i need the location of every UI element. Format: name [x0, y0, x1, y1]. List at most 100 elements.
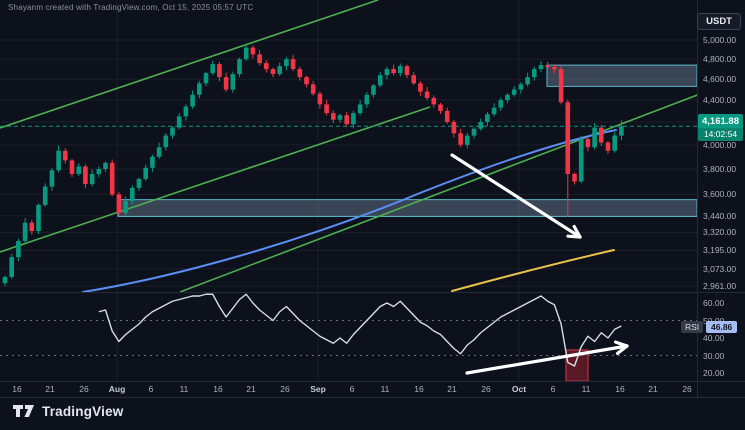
- candle[interactable]: [29, 222, 35, 232]
- candle[interactable]: [572, 173, 577, 182]
- candle[interactable]: [22, 222, 28, 242]
- candle[interactable]: [223, 77, 229, 90]
- candle[interactable]: [451, 121, 457, 134]
- candle[interactable]: [304, 77, 309, 85]
- rsi-divergence-arrow[interactable]: [465, 344, 629, 375]
- candle[interactable]: [230, 74, 236, 90]
- candle[interactable]: [532, 69, 537, 78]
- candle[interactable]: [471, 128, 477, 136]
- candle[interactable]: [592, 127, 597, 148]
- candle[interactable]: [96, 168, 102, 174]
- candle[interactable]: [250, 47, 256, 55]
- candle[interactable]: [36, 204, 41, 232]
- quote-currency-badge[interactable]: USDT: [697, 13, 741, 30]
- candle[interactable]: [599, 127, 604, 143]
- candle[interactable]: [16, 241, 21, 258]
- candle[interactable]: [545, 65, 550, 68]
- candle[interactable]: [324, 104, 329, 114]
- candle[interactable]: [284, 59, 289, 67]
- candle[interactable]: [438, 104, 443, 111]
- rsi-indicator-badge[interactable]: RSI: [681, 321, 704, 333]
- candle[interactable]: [444, 110, 450, 122]
- time-axis[interactable]: 16 21 26 Aug 6 11 16 21 26 Sep 6 11 16 21 26 Oct 6 11 16 21…: [0, 381, 697, 397]
- candle[interactable]: [552, 67, 557, 70]
- candle[interactable]: [197, 83, 202, 95]
- candle[interactable]: [49, 170, 55, 187]
- rsi-highlight-box[interactable]: [565, 349, 589, 381]
- candle[interactable]: [63, 150, 68, 161]
- support-trendline[interactable]: [179, 94, 697, 293]
- candle[interactable]: [585, 139, 591, 148]
- candle[interactable]: [431, 97, 437, 105]
- candle[interactable]: [270, 69, 276, 75]
- blue-ma-curve[interactable]: [82, 129, 617, 293]
- pane-divider[interactable]: [0, 292, 745, 293]
- candle[interactable]: [398, 66, 403, 74]
- candle[interactable]: [518, 84, 524, 90]
- candle[interactable]: [377, 75, 383, 86]
- candle[interactable]: [424, 91, 430, 98]
- candle[interactable]: [69, 160, 75, 174]
- candle[interactable]: [217, 64, 222, 78]
- candle[interactable]: [150, 156, 155, 168]
- candle[interactable]: [525, 77, 530, 85]
- demand-zone[interactable]: [117, 199, 697, 217]
- candle[interactable]: [76, 166, 81, 174]
- candle[interactable]: [42, 186, 48, 205]
- candle[interactable]: [103, 162, 108, 169]
- candle[interactable]: [391, 69, 396, 74]
- candle[interactable]: [170, 127, 175, 136]
- candle[interactable]: [109, 162, 115, 195]
- candle[interactable]: [491, 107, 497, 115]
- candle[interactable]: [203, 73, 209, 84]
- candle[interactable]: [505, 94, 510, 101]
- candle[interactable]: [411, 75, 416, 84]
- candle[interactable]: [498, 100, 504, 108]
- candle[interactable]: [337, 115, 343, 120]
- downtrend-arrow[interactable]: [450, 153, 582, 239]
- candle[interactable]: [297, 69, 303, 78]
- candle[interactable]: [310, 84, 316, 94]
- candle[interactable]: [404, 66, 410, 76]
- tradingview-logo[interactable]: TradingView: [12, 402, 123, 420]
- candle[interactable]: [619, 126, 624, 136]
- candle[interactable]: [384, 69, 390, 76]
- candle[interactable]: [183, 106, 189, 117]
- candle[interactable]: [478, 121, 483, 129]
- supply-zone[interactable]: [546, 64, 697, 87]
- channel-lower-line[interactable]: [0, 106, 431, 253]
- candle[interactable]: [89, 173, 95, 185]
- candle[interactable]: [371, 85, 376, 95]
- candle[interactable]: [277, 66, 282, 75]
- candle[interactable]: [156, 147, 162, 157]
- candle[interactable]: [2, 276, 8, 284]
- candle[interactable]: [130, 187, 135, 201]
- candle[interactable]: [163, 135, 169, 148]
- candle[interactable]: [612, 135, 617, 151]
- price-axis[interactable]: 5,000.004,800.004,600.004,400.004,200.00…: [697, 0, 745, 397]
- candle[interactable]: [485, 114, 490, 122]
- chart-plot-area[interactable]: [0, 0, 697, 381]
- candle[interactable]: [605, 142, 611, 151]
- candle[interactable]: [538, 65, 544, 70]
- candle[interactable]: [511, 89, 517, 95]
- candle[interactable]: [317, 93, 323, 105]
- candle[interactable]: [290, 59, 296, 70]
- candle[interactable]: [257, 54, 262, 64]
- candle[interactable]: [143, 167, 148, 179]
- candle[interactable]: [418, 83, 423, 92]
- candle[interactable]: [176, 116, 182, 128]
- candle[interactable]: [565, 102, 571, 174]
- candle[interactable]: [331, 113, 336, 120]
- candle[interactable]: [458, 133, 463, 145]
- candle[interactable]: [578, 139, 584, 182]
- candle[interactable]: [364, 94, 370, 105]
- candle[interactable]: [357, 104, 363, 114]
- candle[interactable]: [190, 94, 195, 107]
- candle[interactable]: [123, 200, 128, 214]
- candle[interactable]: [83, 166, 88, 185]
- candle[interactable]: [210, 64, 215, 74]
- channel-upper-line[interactable]: [0, 0, 379, 129]
- candle[interactable]: [237, 59, 242, 75]
- candle[interactable]: [9, 257, 14, 277]
